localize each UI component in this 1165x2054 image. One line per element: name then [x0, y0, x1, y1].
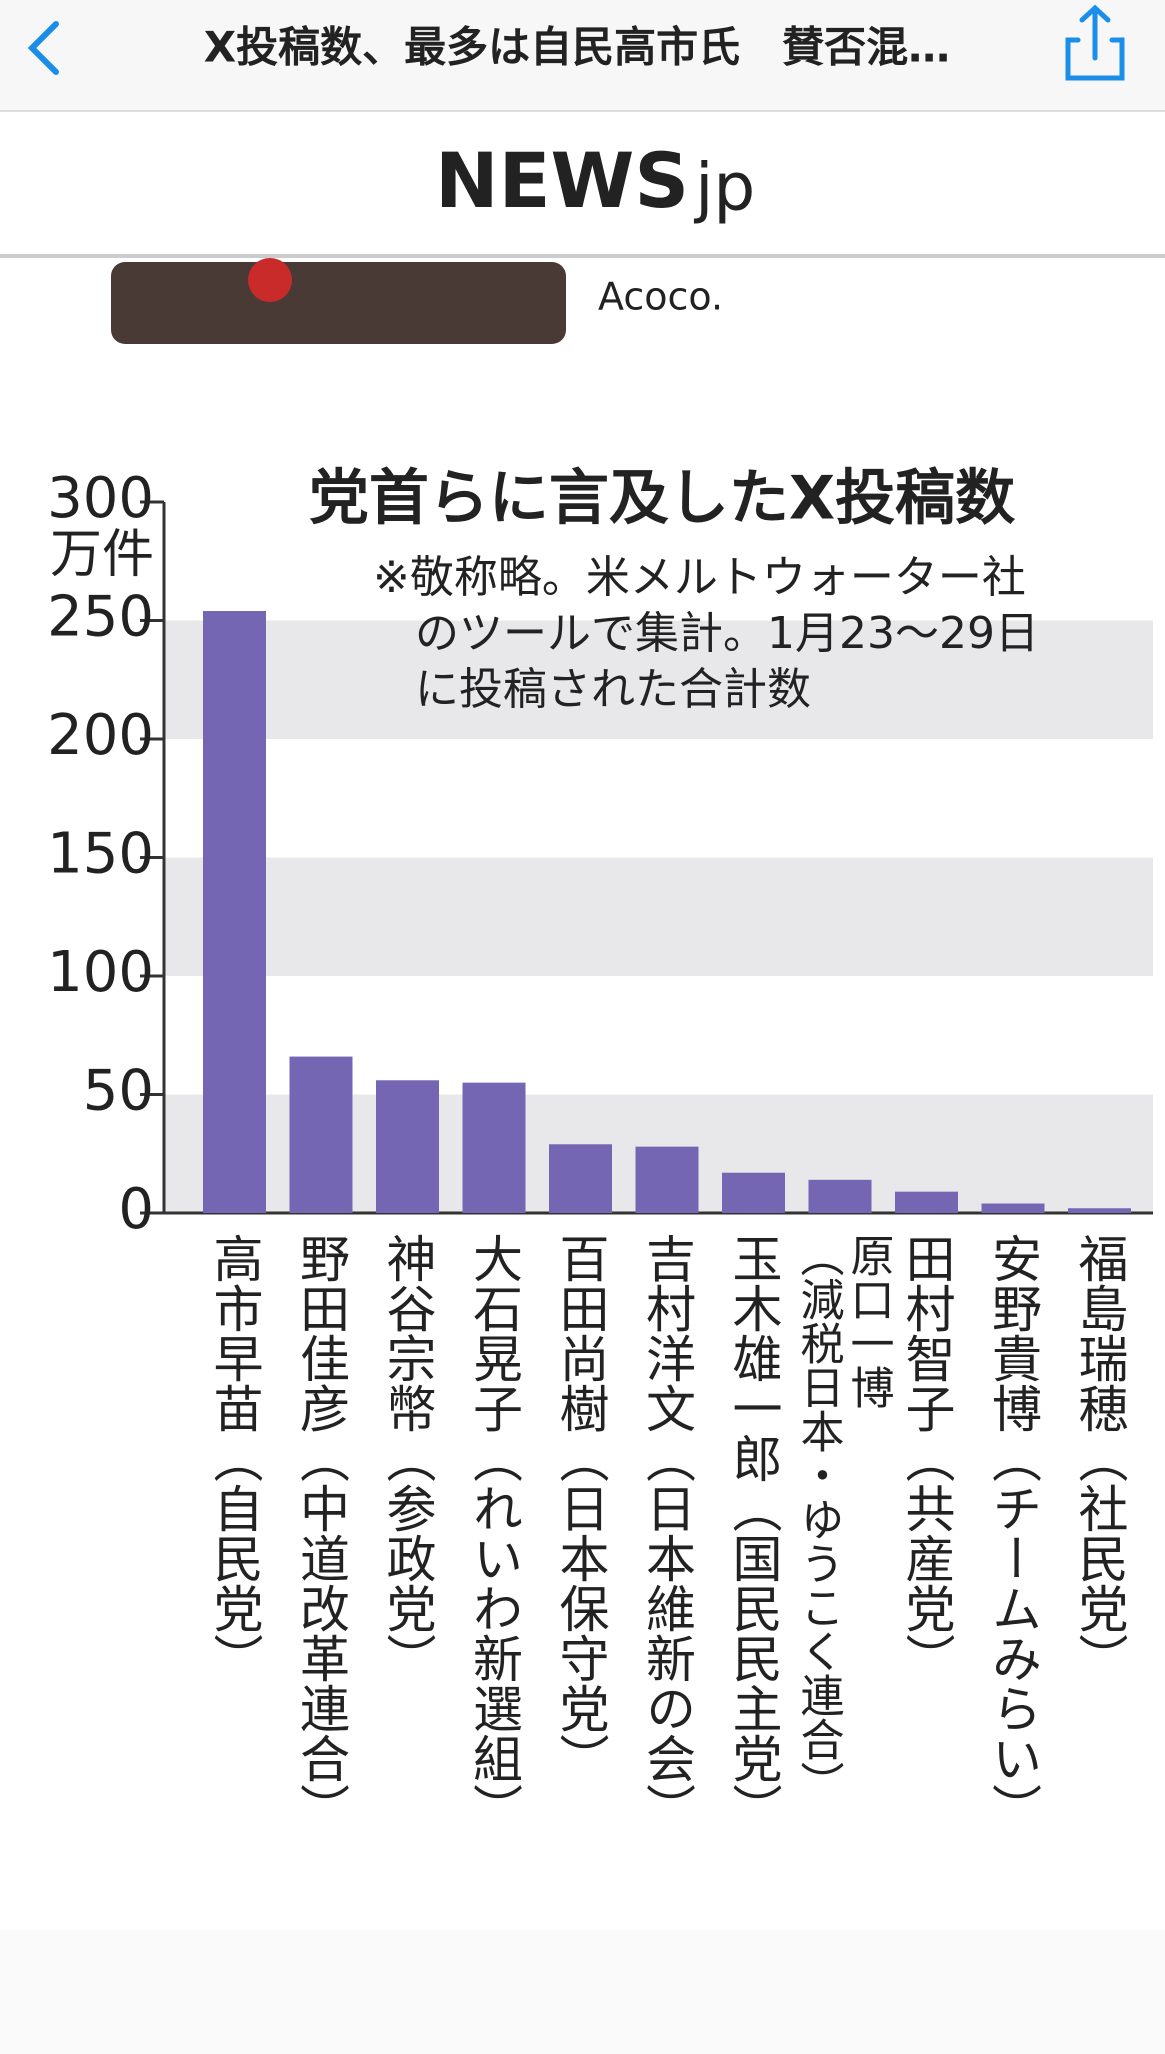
x-tick-label: 神谷宗幣 [379, 1233, 437, 1433]
grid-band [164, 620, 1153, 739]
y-tick-label: 250 [47, 585, 154, 650]
chart-title: 党首らに言及したX投稿数 [309, 464, 1015, 534]
page-title: X投稿数、最多は自民高市氏 賛否混… [204, 23, 950, 72]
x-tick-label: 大石晃子 [465, 1233, 523, 1433]
x-tick-label: 田村智子 [898, 1233, 956, 1433]
bar [289, 1056, 353, 1213]
top-bar [0, 0, 1165, 111]
share-button[interactable] [1065, 4, 1125, 81]
bar [376, 1080, 439, 1213]
chart-note: のツールで集計。1月23～29日 [415, 608, 1039, 659]
x-tick-sublabel: （自民党） [206, 1433, 264, 1683]
bar [549, 1144, 612, 1213]
x-tick-label: 吉村洋文 [638, 1233, 696, 1433]
y-unit: 万件 [50, 525, 154, 585]
bar [895, 1191, 958, 1213]
bar [203, 611, 266, 1213]
x-tick-label: 百田尚樹 [552, 1233, 610, 1433]
x-tick-sublabel: （共産党） [898, 1433, 956, 1683]
bottom-strip [0, 1930, 1165, 2054]
x-tick-sublabel: （減税日本・ゆうこく連合） [793, 1233, 844, 1805]
x-tick-sublabel: （日本維新の会） [638, 1433, 696, 1833]
x-tick-label: 高市早苗 [206, 1233, 264, 1433]
bar [635, 1146, 699, 1213]
x-tick-sublabel: （社民党） [1071, 1433, 1129, 1683]
x-tick-label: 安野貴博 [984, 1233, 1042, 1433]
bar [1068, 1208, 1131, 1213]
x-tick-sublabel: （国民民主党） [725, 1483, 783, 1833]
image-caption: Acoco. [598, 275, 723, 319]
x-tick-sublabel: （中道改革連合） [292, 1433, 350, 1833]
x-tick-sublabel: （日本保守党） [552, 1433, 610, 1783]
x-tick-label: 野田佳彦 [292, 1233, 350, 1433]
bar [722, 1172, 785, 1213]
x-tick-label: 玉木雄一郎 [725, 1233, 783, 1483]
x-tick-label: 福島瑞穂 [1071, 1233, 1129, 1433]
y-tick-label: 100 [47, 940, 154, 1005]
chart-note: に投稿された合計数 [415, 664, 811, 715]
y-tick-label: 50 [83, 1059, 154, 1124]
chart-note: ※敬称略。米メルトウォーター社 [373, 552, 1026, 603]
x-tick-sublabel: （参政党） [379, 1433, 437, 1683]
y-tick-label: 300 [47, 466, 154, 531]
bar [462, 1082, 526, 1213]
y-tick-label: 0 [118, 1177, 154, 1242]
logo: NEWS [435, 136, 689, 225]
logo-suffix: jp [693, 149, 755, 226]
x-tick-sublabel: （れいわ新選組） [465, 1433, 523, 1833]
y-tick-label: 150 [47, 822, 154, 887]
article-thumbnail[interactable] [111, 262, 566, 344]
x-tick-label: 原口一博 [843, 1233, 894, 1409]
grid-band [164, 857, 1153, 976]
bar [981, 1203, 1045, 1213]
y-tick-label: 200 [47, 703, 154, 768]
bar [808, 1179, 872, 1213]
back-button[interactable] [27, 21, 59, 75]
x-tick-sublabel: （チームみらい） [984, 1433, 1042, 1833]
thumbnail-detail [248, 258, 292, 302]
